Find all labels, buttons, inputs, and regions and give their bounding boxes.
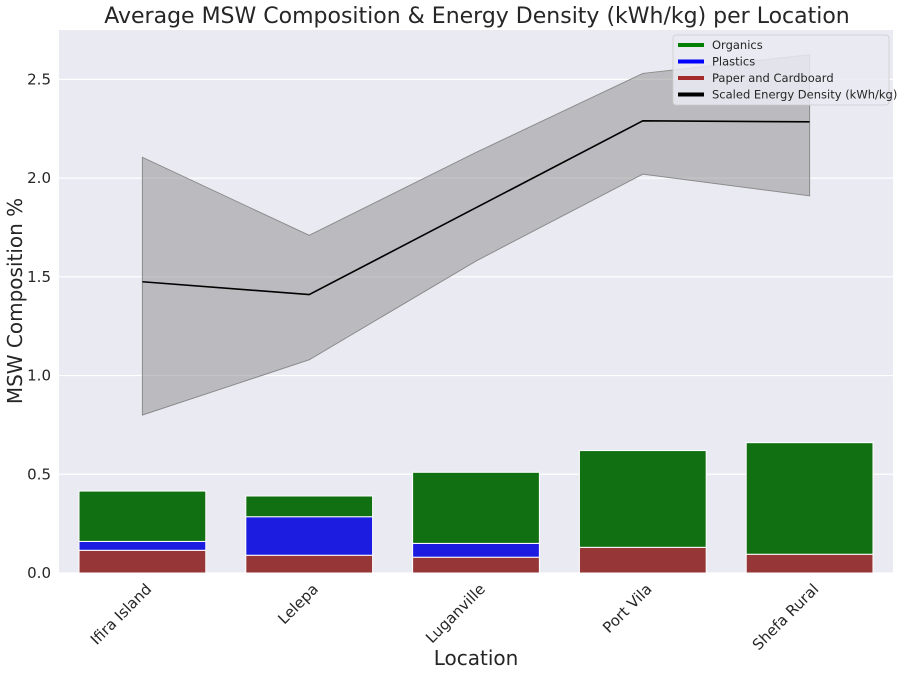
y-axis-label: MSW Composition % (3, 198, 27, 404)
y-tick-label: 1.5 (27, 268, 51, 286)
bar-paper-and-cardboard (578, 546, 707, 574)
bar-plastics (412, 542, 540, 558)
legend: Organics Plastics Paper and Cardboard Scale… (672, 34, 897, 106)
y-tick-label: 0.0 (27, 564, 51, 582)
bar-paper-and-cardboard (245, 554, 374, 574)
x-axis-label: Location (434, 646, 519, 670)
legend-label: Paper and Cardboard (712, 71, 834, 85)
y-tick-label: 2.0 (27, 169, 51, 187)
bar-organics (412, 471, 540, 544)
legend-label: Plastics (712, 55, 755, 69)
bar-paper-and-cardboard (78, 549, 207, 574)
chart-title: Average MSW Composition & Energy Density… (104, 4, 850, 29)
legend-box (672, 34, 890, 106)
y-tick-labels: 0.0 0.5 1.0 1.5 2.0 2.5 (27, 70, 51, 582)
bar-organics (578, 450, 707, 548)
y-tick-label: 2.5 (27, 70, 51, 88)
bars (78, 442, 874, 574)
bar-organics (78, 490, 207, 542)
legend-label: Scaled Energy Density (kWh/kg) (712, 88, 897, 102)
bar-organics (245, 495, 374, 518)
x-tick-label: Luganville (422, 580, 489, 647)
energy-density-band (141, 54, 811, 416)
energy-density-line (142, 120, 810, 296)
x-tick-label: Port Vila (599, 580, 656, 637)
legend-label: Organics (712, 38, 763, 52)
bar-paper-and-cardboard (412, 556, 540, 574)
y-tick-label: 0.5 (27, 465, 51, 483)
bar-plastics (78, 540, 207, 551)
bar-organics (745, 442, 874, 555)
bar-paper-and-cardboard (745, 553, 874, 574)
x-tick-label: Shefa Rural (749, 580, 823, 654)
confidence-band (141, 54, 811, 416)
y-tick-label: 1.0 (27, 367, 51, 385)
energy-density-line-group (142, 120, 810, 296)
bar-plastics (245, 516, 374, 556)
x-tick-labels: Ifira Island Lelepa Luganville Port Vila She… (87, 580, 823, 654)
x-tick-label: Ifira Island (87, 580, 155, 648)
x-tick-label: Lelepa (274, 580, 322, 628)
